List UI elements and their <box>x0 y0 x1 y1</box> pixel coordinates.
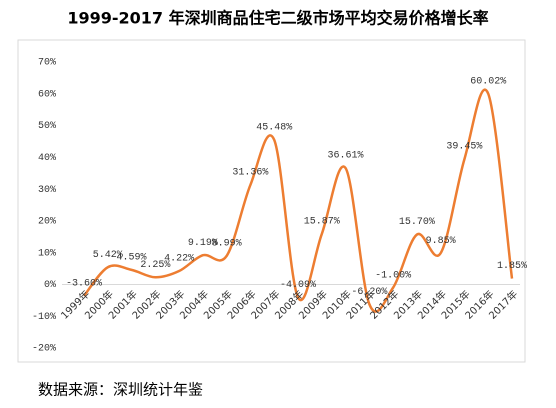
value-label: -6.20% <box>351 287 387 298</box>
value-label: -1.00% <box>375 270 411 281</box>
y-tick-label: 50% <box>38 121 56 132</box>
data-line <box>83 88 514 313</box>
value-label: 31.36% <box>232 167 268 178</box>
value-label: 45.48% <box>256 123 292 134</box>
value-label: 15.70% <box>399 217 435 228</box>
value-label: 9.85% <box>426 236 456 247</box>
value-label: 39.45% <box>446 142 482 153</box>
value-label: 36.61% <box>328 151 364 162</box>
y-tick-label: 70% <box>38 58 56 69</box>
value-label: 1.85% <box>497 261 527 272</box>
source-note: 数据来源：深圳统计年鉴 <box>38 381 203 399</box>
y-tick-label: -10% <box>32 312 56 323</box>
value-label: 4.59% <box>117 252 147 263</box>
value-label: 8.99% <box>212 239 242 250</box>
y-tick-label: 30% <box>38 185 56 196</box>
y-tick-label: 60% <box>38 89 56 100</box>
y-tick-label: -20% <box>32 344 56 355</box>
y-tick-label: 0% <box>44 280 56 291</box>
value-label: -4.09% <box>280 280 316 291</box>
value-label: 15.87% <box>304 217 340 228</box>
y-tick-label: 40% <box>38 153 56 164</box>
value-label: 5.42% <box>93 250 123 261</box>
value-label: 9.19% <box>188 238 218 249</box>
y-tick-label: 20% <box>38 217 56 228</box>
chart-title: 1999-2017 年深圳商品住宅二级市场平均交易价格增长率 <box>67 9 488 28</box>
y-tick-label: 10% <box>38 248 56 259</box>
value-label: 2.25% <box>140 260 170 271</box>
value-label: 60.02% <box>470 76 506 87</box>
value-label: 4.22% <box>164 254 194 265</box>
value-label: -3.60% <box>66 279 102 290</box>
chart-frame <box>17 39 526 363</box>
